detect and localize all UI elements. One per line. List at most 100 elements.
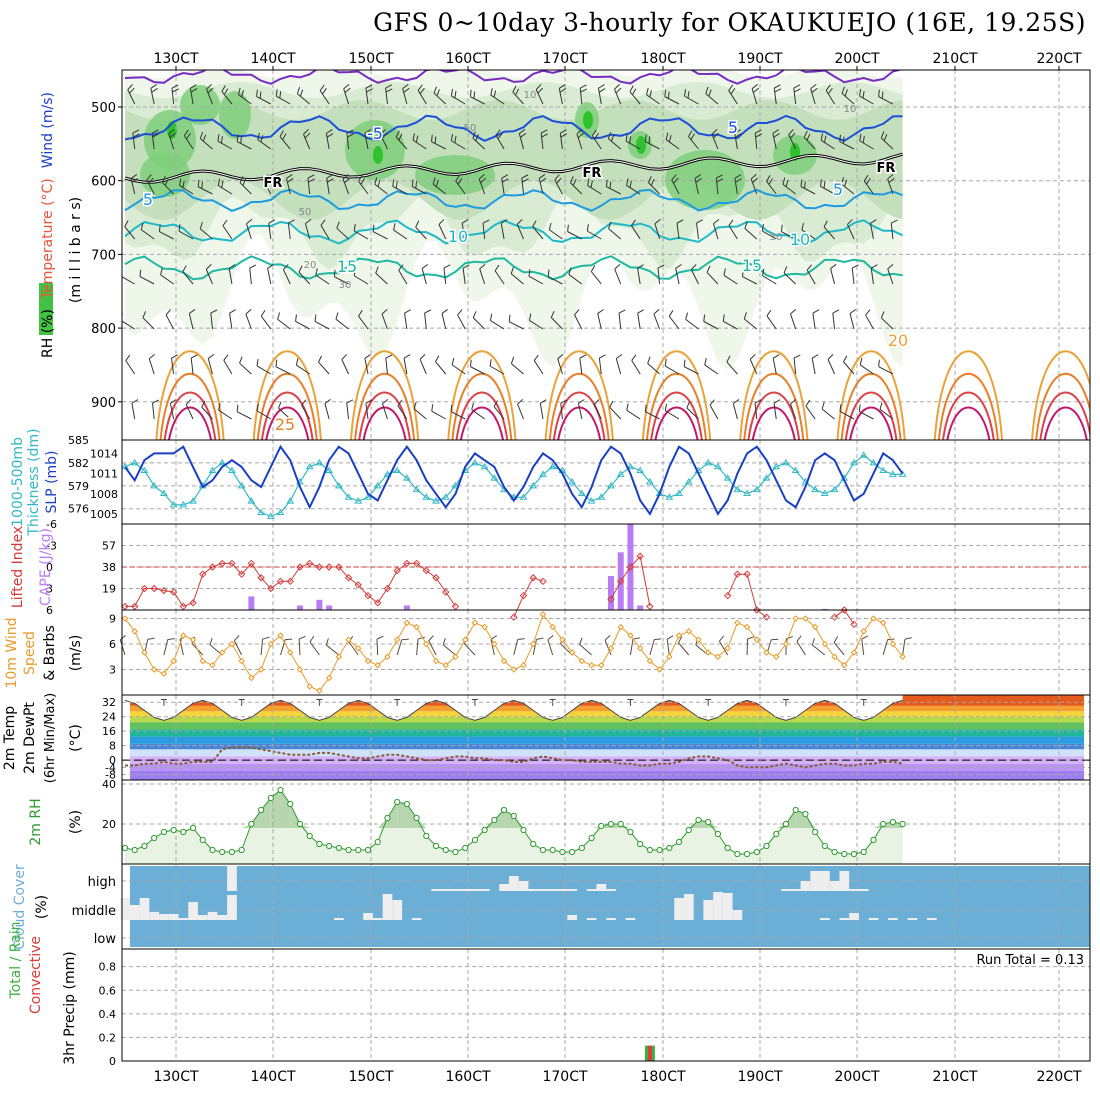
wind-barb-flag [148,353,156,360]
cloud-middle-bar [888,918,898,920]
wind-barb [532,639,537,656]
wind-barb [256,96,272,105]
wind-point [714,653,722,660]
li-point [237,570,246,578]
cloud-middle-bar [129,905,140,920]
wind-barb-flag [547,269,550,277]
wind-barb-flag [839,134,841,142]
rh-point [306,832,313,840]
wind-barb-flag [560,133,568,138]
wind-barb-flag [751,83,758,90]
rh-point [598,822,605,830]
wind-barb [637,268,641,285]
wind-point [238,657,245,665]
cape-bar [637,605,644,610]
li-point [840,606,848,614]
rh-point [724,844,731,852]
time-label-bottom: 160CT [445,1069,490,1085]
wind-barb [424,313,427,330]
wind-barb-flag [436,89,440,97]
wind-barb-flag [393,223,396,231]
wind-barb [805,405,816,420]
contour-label: 20 [888,331,908,350]
wind-barb-flag [365,399,373,404]
cloud-high-bar [858,889,869,891]
wind-barb-flag [847,219,853,225]
wind-barb-flag [615,87,622,94]
wind-barb [615,358,622,375]
wind-barb-flag [801,223,805,231]
wind-barb-flag [841,177,845,185]
rh-point [491,816,498,824]
rh-point [296,820,304,828]
wind-barb-flag [510,356,515,364]
wind-barb [827,359,836,375]
wind-barb [811,358,816,375]
wind-barb [412,139,427,150]
wind-barb-flag [433,86,437,94]
wind-barb [742,276,758,285]
thickness-point [432,497,440,504]
wind-barb-flag [881,91,884,99]
rh-point [170,826,177,834]
thickness-label-1: 1000-500mb [10,437,26,527]
wind-barb-flag [578,399,585,404]
wind-barb-flag [841,86,845,94]
slp-tick-label: 1005 [90,508,118,521]
wind-barb-flag [887,173,894,180]
wind-barb [861,639,865,656]
wind-barb [832,313,836,330]
wind-barb [646,94,660,105]
wind-barb-flag [752,177,759,184]
wind-barb-flag [256,89,258,97]
wind-point [792,615,799,622]
thickness-point [422,493,431,500]
rh-very-high [373,146,383,164]
slp-panel [121,439,1090,524]
rh-point [889,818,896,826]
wind-barb-flag [315,268,318,276]
wind-barb-flag [541,133,549,138]
wind-barb-flag [673,177,679,184]
wind-point [248,674,255,682]
wind-point [510,666,518,673]
wind-barb-flag [825,84,831,91]
wind-label-3: & Barbs [42,625,58,681]
wind-barb [734,178,738,195]
wind-barb-flag [608,221,612,229]
thickness-point [723,474,732,481]
thickness-point [383,470,392,477]
wind-barb [282,269,291,285]
wind-barb-flag [375,266,379,274]
wind-point [773,653,780,660]
cape-panel [121,523,1090,629]
wind-barb [688,136,699,150]
slp-label: SLP (mb) [44,450,60,513]
thickness-point [850,458,858,466]
li-point [383,584,392,593]
li-point [286,577,294,586]
precip-legend-convective: Convective [28,936,44,1014]
rh-point [773,830,780,838]
wind-barb [614,89,622,105]
li-label: Lifted Index [10,526,26,608]
wind-barb [657,268,661,285]
wind-barb [629,639,634,656]
wind-barb [706,271,719,285]
rh-point [559,848,566,856]
precip-panel [122,949,1090,1061]
wind-barb-flag [167,638,175,640]
wind-barb-flag [324,398,331,404]
rh-point [539,846,547,854]
thickness-point [791,466,800,474]
wind-barb-flag [580,88,588,93]
temp-band [130,716,1084,723]
wind-barb-flag [609,181,612,189]
wind-barb [334,276,349,285]
wind-barb-flag [774,84,781,89]
rh-area-high [397,802,407,828]
wind-barb-flag [205,264,212,270]
thickness-point [888,470,897,477]
wind-barb-flag [749,354,756,360]
wind-barb-flag [648,136,651,144]
